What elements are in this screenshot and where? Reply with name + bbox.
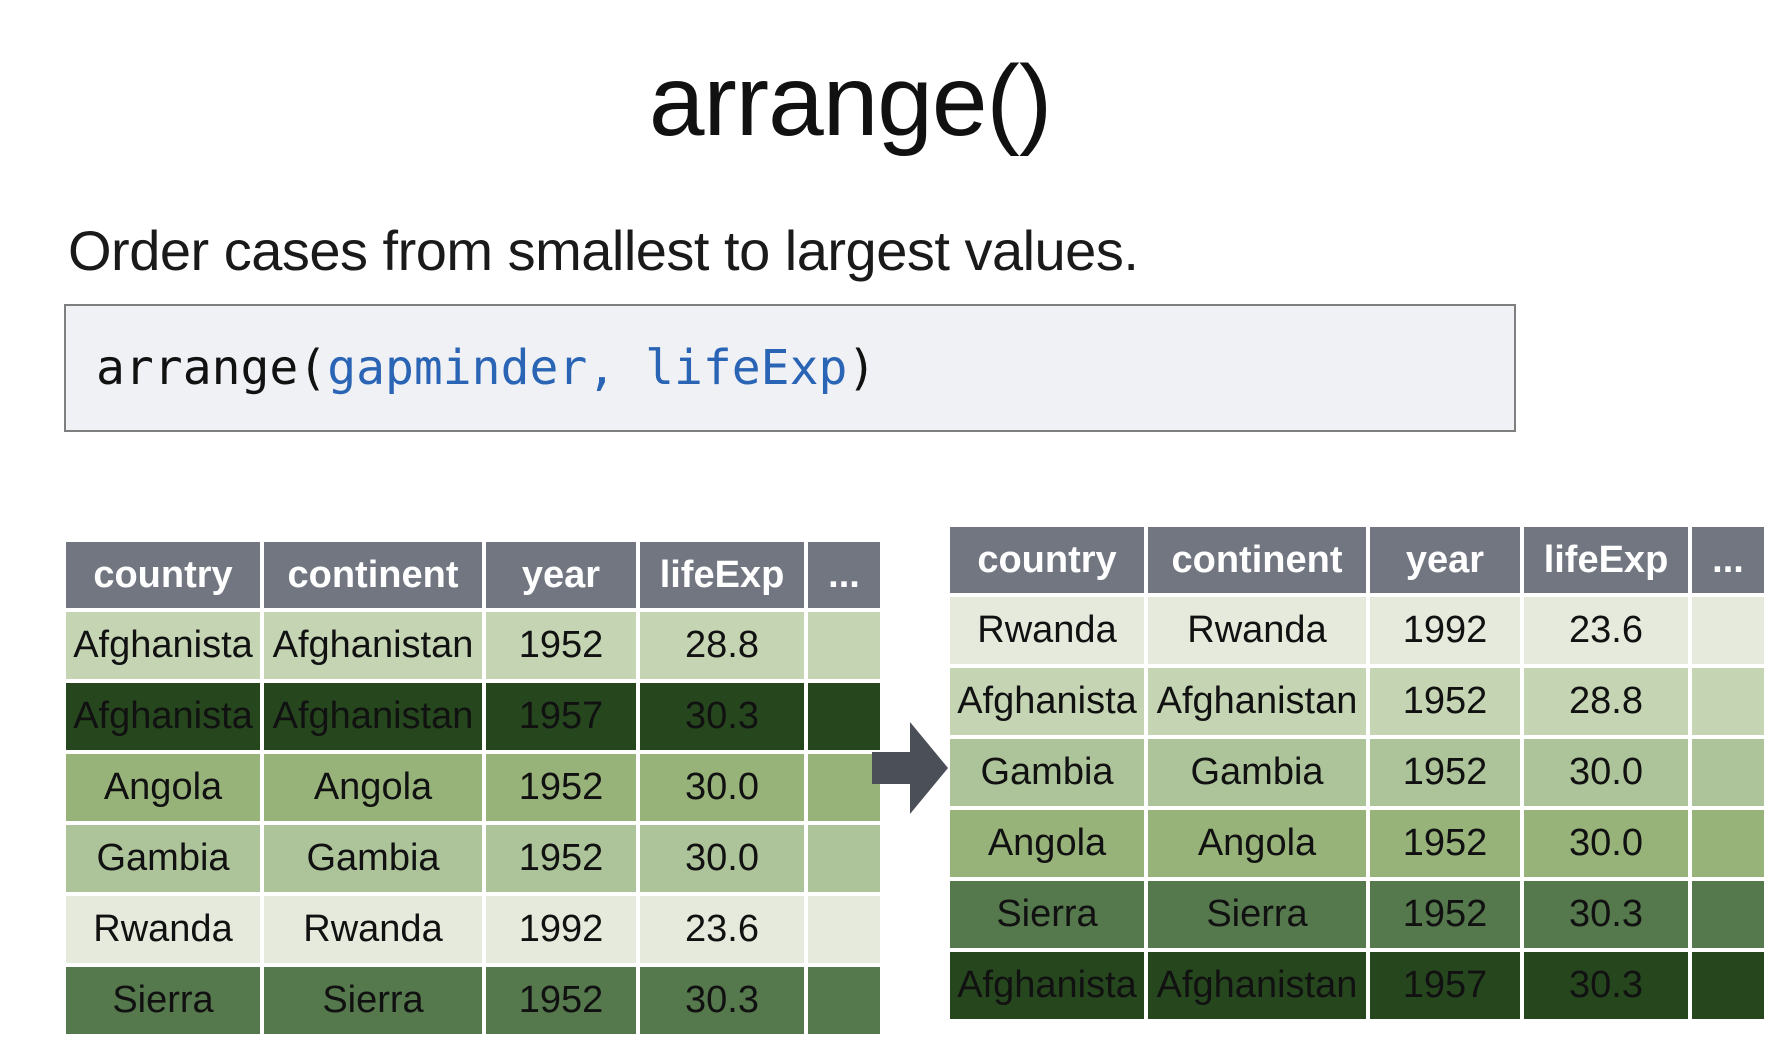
cell-more [1692, 597, 1764, 664]
cell-more [1692, 952, 1764, 1019]
cell-continent: Gambia [264, 825, 482, 892]
code-close-paren: ) [847, 340, 877, 396]
cell-lifeexp: 30.0 [1524, 739, 1688, 806]
cell-more [808, 754, 880, 821]
page-title: arrange() [648, 45, 1052, 157]
column-header-lifeexp: lifeExp [1524, 527, 1688, 593]
table-row: Afghanista Afghanistan 1952 28.8 [950, 668, 1764, 735]
arranged-table: country continent year lifeExp ... Rwand… [946, 523, 1768, 1023]
cell-more [808, 683, 880, 750]
input-table: country continent year lifeExp ... Afgha… [62, 538, 884, 1038]
subtitle: Order cases from smallest to largest val… [68, 219, 1139, 282]
cell-country: Afghanista [950, 952, 1144, 1019]
code-arguments: gapminder, lifeExp [327, 340, 848, 396]
cell-lifeexp: 23.6 [1524, 597, 1688, 664]
cell-year: 1952 [486, 754, 636, 821]
cell-country: Angola [66, 754, 260, 821]
cell-year: 1952 [486, 967, 636, 1034]
column-header-country: country [66, 542, 260, 608]
cell-country: Gambia [66, 825, 260, 892]
code-function: arrange( [96, 340, 328, 396]
cell-country: Rwanda [950, 597, 1144, 664]
column-header-year: year [1370, 527, 1520, 593]
cell-year: 1952 [1370, 668, 1520, 735]
cell-continent: Afghanistan [1148, 952, 1366, 1019]
table-row: Rwanda Rwanda 1992 23.6 [950, 597, 1764, 664]
cell-country: Afghanista [66, 612, 260, 679]
cell-year: 1957 [486, 683, 636, 750]
cell-lifeexp: 28.8 [640, 612, 804, 679]
cell-year: 1952 [1370, 810, 1520, 877]
cell-continent: Afghanistan [1148, 668, 1366, 735]
cell-year: 1952 [1370, 739, 1520, 806]
cell-year: 1992 [486, 896, 636, 963]
table-row: Afghanista Afghanistan 1952 28.8 [66, 612, 880, 679]
column-header-continent: continent [1148, 527, 1366, 593]
column-header-lifeexp: lifeExp [640, 542, 804, 608]
cell-continent: Gambia [1148, 739, 1366, 806]
cell-year: 1952 [486, 825, 636, 892]
cell-lifeexp: 30.0 [640, 754, 804, 821]
table-row: Afghanista Afghanistan 1957 30.3 [66, 683, 880, 750]
column-header-country: country [950, 527, 1144, 593]
cell-continent: Rwanda [1148, 597, 1366, 664]
cell-year: 1992 [1370, 597, 1520, 664]
table-row: Gambia Gambia 1952 30.0 [950, 739, 1764, 806]
cell-year: 1957 [1370, 952, 1520, 1019]
table-row: Afghanista Afghanistan 1957 30.3 [950, 952, 1764, 1019]
cell-more [1692, 739, 1764, 806]
right-arrow-icon [872, 722, 948, 814]
cell-continent: Sierra [264, 967, 482, 1034]
table-row: Sierra Sierra 1952 30.3 [950, 881, 1764, 948]
cell-lifeexp: 30.3 [640, 683, 804, 750]
cell-lifeexp: 28.8 [1524, 668, 1688, 735]
cell-more [1692, 881, 1764, 948]
table-row: Gambia Gambia 1952 30.0 [66, 825, 880, 892]
column-header-continent: continent [264, 542, 482, 608]
cell-more [808, 612, 880, 679]
cell-continent: Afghanistan [264, 683, 482, 750]
cell-lifeexp: 30.3 [1524, 881, 1688, 948]
cell-lifeexp: 30.0 [640, 825, 804, 892]
cell-country: Angola [950, 810, 1144, 877]
cell-more [1692, 810, 1764, 877]
table-row: Sierra Sierra 1952 30.3 [66, 967, 880, 1034]
column-header-more: ... [1692, 527, 1764, 593]
cell-country: Afghanista [950, 668, 1144, 735]
table-row: Rwanda Rwanda 1992 23.6 [66, 896, 880, 963]
cell-country: Sierra [66, 967, 260, 1034]
cell-continent: Sierra [1148, 881, 1366, 948]
table-header-row: country continent year lifeExp ... [950, 527, 1764, 593]
cell-continent: Angola [264, 754, 482, 821]
column-header-more: ... [808, 542, 880, 608]
table-header-row: country continent year lifeExp ... [66, 542, 880, 608]
table-row: Angola Angola 1952 30.0 [66, 754, 880, 821]
cell-more [808, 896, 880, 963]
cell-lifeexp: 30.3 [1524, 952, 1688, 1019]
cell-more [1692, 668, 1764, 735]
cell-continent: Afghanistan [264, 612, 482, 679]
cell-country: Gambia [950, 739, 1144, 806]
column-header-year: year [486, 542, 636, 608]
table-row: Angola Angola 1952 30.0 [950, 810, 1764, 877]
cell-country: Afghanista [66, 683, 260, 750]
cell-more [808, 825, 880, 892]
cell-year: 1952 [1370, 881, 1520, 948]
cell-lifeexp: 30.0 [1524, 810, 1688, 877]
cell-continent: Angola [1148, 810, 1366, 877]
cell-lifeexp: 30.3 [640, 967, 804, 1034]
code-block: arrange(gapminder, lifeExp) [64, 304, 1516, 432]
cell-country: Sierra [950, 881, 1144, 948]
cell-year: 1952 [486, 612, 636, 679]
cell-continent: Rwanda [264, 896, 482, 963]
cell-country: Rwanda [66, 896, 260, 963]
cell-lifeexp: 23.6 [640, 896, 804, 963]
cell-more [808, 967, 880, 1034]
